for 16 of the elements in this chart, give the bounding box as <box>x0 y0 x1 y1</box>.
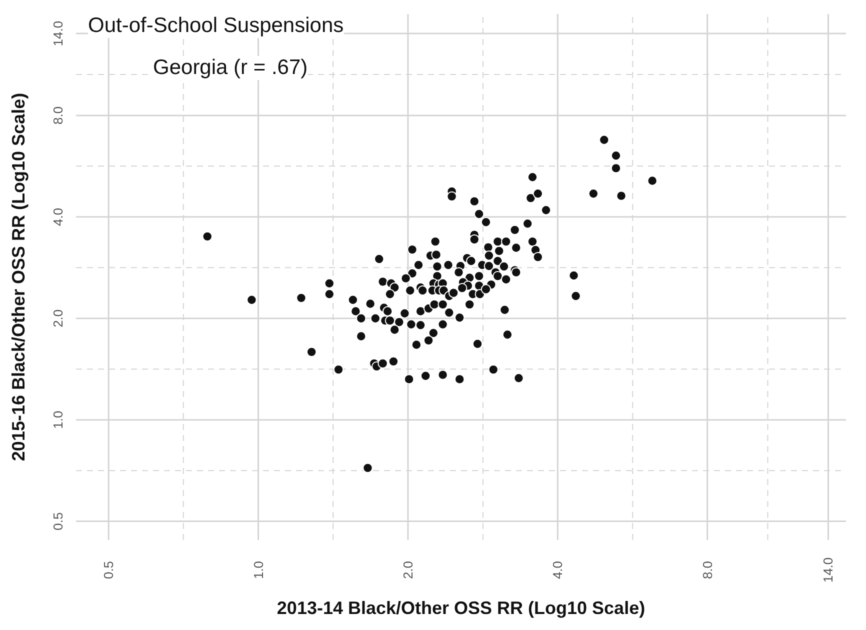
text: Georgia (r = .67) <box>153 56 308 80</box>
y-tick-label: 8.0 <box>50 106 66 124</box>
x-tick-label: 1.0 <box>250 560 266 580</box>
y-tick-label: 14.0 <box>50 20 66 46</box>
x-tick-label: 2.0 <box>400 560 416 580</box>
x-tick-label: 4.0 <box>550 560 566 580</box>
y-tick-label: 1.0 <box>50 410 66 429</box>
y-tick-label: 2.0 <box>50 309 66 328</box>
y-tick-label: 0.5 <box>50 512 66 530</box>
y-tick-label: 4.0 <box>50 208 66 226</box>
x-axis-title: 2013-14 Black/Other OSS RR (Log10 Scale) <box>276 598 646 618</box>
chart-title: Out-of-School Suspensions <box>88 14 344 38</box>
x-tick-label: 14.0 <box>820 557 836 583</box>
x-tick-label: 8.0 <box>700 560 715 580</box>
y-axis-title: 2015-16 Black/Other OSS RR (Log10 Scale) <box>8 92 28 462</box>
x-tick-label: 0.5 <box>101 560 116 580</box>
